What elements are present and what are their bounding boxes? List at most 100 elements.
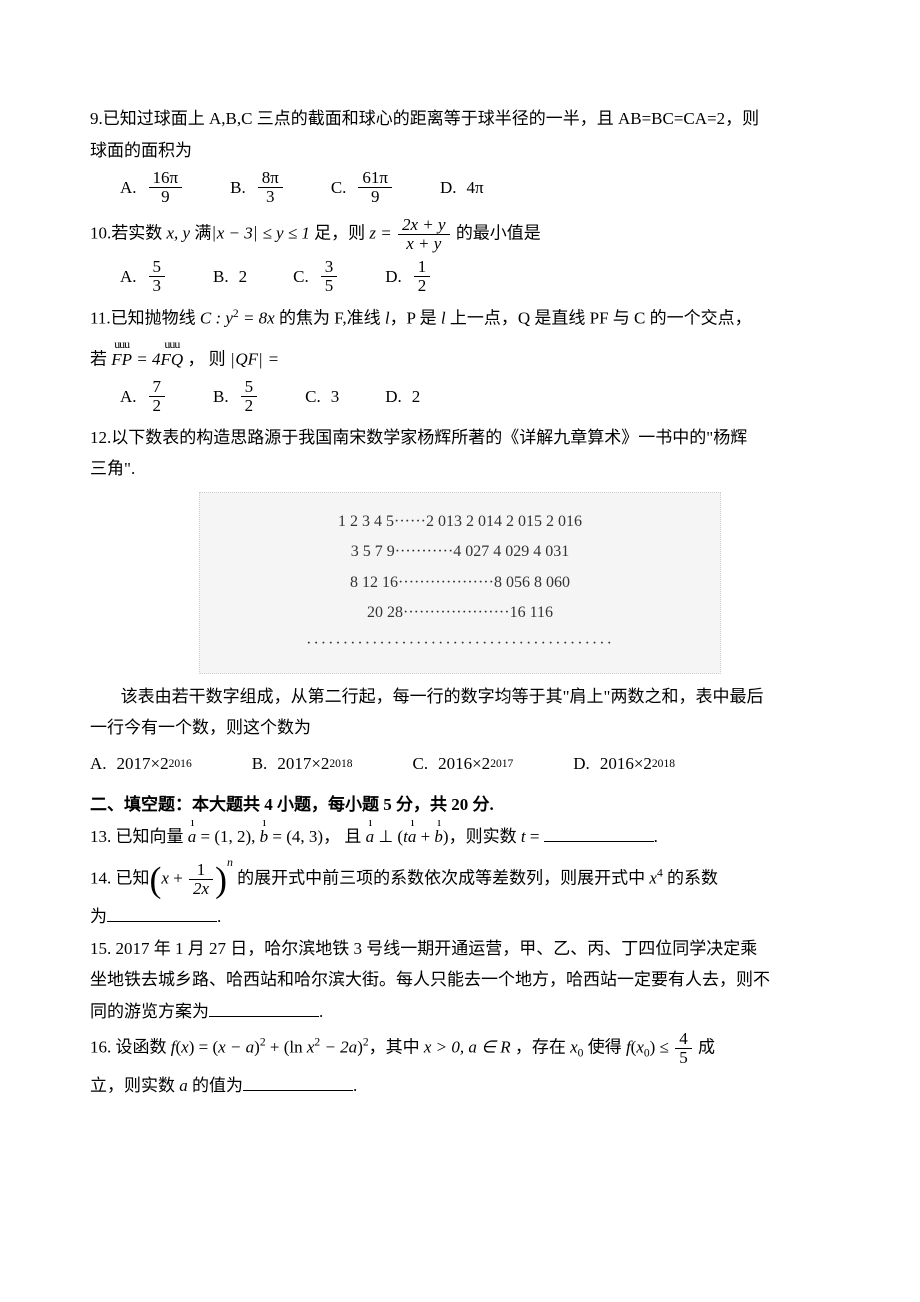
period: . — [353, 1076, 357, 1095]
q15-line2: 坐地铁去城乡路、哈西站和哈尔滨大街。每人只能去一个地方，哈西站一定要有人去，则不 — [90, 967, 830, 993]
text: 的值为 — [188, 1076, 243, 1095]
frac-num: 5 — [241, 378, 258, 397]
eq: = — [194, 1037, 212, 1056]
frac-den: x + y — [398, 235, 450, 253]
vector-b: ıb — [434, 824, 443, 850]
frac-num: 2x + y — [398, 216, 450, 235]
option-label: A. — [90, 751, 107, 777]
rparen-big: ) — [215, 860, 227, 900]
text: 为 — [90, 907, 107, 926]
x0: x — [636, 1037, 644, 1056]
vec-base: FQ — [161, 347, 184, 373]
blank-input[interactable] — [209, 1016, 319, 1017]
blank-input[interactable] — [544, 841, 654, 842]
option-label: B. — [213, 384, 229, 410]
option-label: A. — [120, 264, 137, 290]
text: ，存在 — [511, 1037, 571, 1056]
minus2a: − 2a — [320, 1037, 357, 1056]
vector-a: ıa — [408, 824, 417, 850]
table-row: 20 28····················16 116 — [210, 598, 710, 628]
frac-num: 16π — [149, 169, 183, 188]
eq8x: = 8x — [239, 309, 275, 328]
cond: x > 0, a ∈ R — [424, 1037, 511, 1056]
q11-opt-b: B. 5 2 — [213, 378, 259, 415]
eq: = — [526, 827, 544, 846]
q10-opt-b: B. 2 — [213, 264, 247, 290]
plus: + — [266, 1037, 284, 1056]
q10-options: A. 5 3 B. 2 C. 3 5 D. 1 2 — [90, 258, 830, 295]
option-label: C. — [293, 264, 309, 290]
option-label: A. — [120, 175, 137, 201]
q12-stem-line1: 12.以下数表的构造思路源于我国南宋数学家杨辉所著的《详解九章算术》一书中的"杨… — [90, 425, 830, 451]
frac-den: 9 — [149, 188, 183, 206]
option-label: A. — [120, 384, 137, 410]
base: 2016×2 — [600, 751, 652, 777]
option-label: B. — [213, 264, 229, 290]
option-label: D. — [440, 175, 457, 201]
section2-heading: 二、填空题：本大题共 4 小题，每小题 5 分，共 20 分. — [90, 792, 830, 818]
val: = (4, 3) — [268, 827, 323, 846]
option-value: 2 — [239, 264, 248, 290]
frac-num: 1 — [414, 258, 431, 277]
text: 若 — [90, 350, 111, 369]
frac-den: 5 — [321, 277, 338, 295]
q10-opt-a: A. 5 3 — [120, 258, 167, 295]
text: ， 且 — [323, 827, 366, 846]
text: 满 — [190, 223, 211, 242]
period: . — [654, 827, 658, 846]
exponent: 2016 — [169, 755, 192, 772]
text: ，其中 — [369, 1037, 424, 1056]
fraction: 2x + yx + y — [398, 216, 450, 253]
text: 成 — [694, 1037, 715, 1056]
exponent: 2018 — [652, 755, 675, 772]
base: 2017×2 — [277, 751, 329, 777]
blank-input[interactable] — [107, 921, 217, 922]
vector-fp: uuuFP — [111, 343, 132, 372]
exponent: 2017 — [490, 755, 513, 772]
q9-opt-b: B. 8π 3 — [230, 169, 285, 206]
exponent: 2018 — [329, 755, 352, 772]
frac-num: 5 — [149, 258, 166, 277]
var-x: x — [161, 869, 169, 888]
fraction: 61π 9 — [358, 169, 392, 206]
text: 11.已知抛物线 — [90, 309, 200, 328]
q9-options: A. 16π 9 B. 8π 3 C. 61π 9 D. 4π — [90, 169, 830, 206]
ln: ln — [289, 1037, 306, 1056]
q11-stem-line2: 若 uuuFP = 4uuuFQ ， 则 |QF| = — [90, 343, 830, 372]
option-label: C. — [331, 175, 347, 201]
q12-stem-line2: 三角". — [90, 456, 830, 482]
frac-den: 9 — [358, 188, 392, 206]
fraction: 16π 9 — [149, 169, 183, 206]
q9-opt-c: C. 61π 9 — [331, 169, 394, 206]
period: . — [319, 1002, 323, 1021]
text: 使得 — [583, 1037, 626, 1056]
ineq: ≤ y ≤ 1 — [258, 223, 310, 242]
base: 2017×2 — [117, 751, 169, 777]
blank-input[interactable] — [243, 1090, 353, 1091]
fraction: 8π 3 — [258, 169, 283, 206]
val: = (1, 2), — [196, 827, 259, 846]
exp-n: n — [227, 855, 233, 869]
fraction: 7 2 — [149, 378, 166, 415]
table-row: 1 2 3 4 5······2 013 2 014 2 015 2 016 — [210, 507, 710, 537]
q12-opt-c: C. 2016×22017 — [413, 751, 514, 777]
le: ≤ — [655, 1037, 673, 1056]
table-row: 3 5 7 9···········4 027 4 029 4 031 — [210, 537, 710, 567]
option-value: 4π — [467, 175, 484, 201]
frac-num: 61π — [358, 169, 392, 188]
x0: x — [570, 1037, 578, 1056]
frac-den: 3 — [258, 188, 283, 206]
q16-line2: 立，则实数 a 的值为. — [90, 1073, 830, 1099]
option-value: 2 — [412, 384, 421, 410]
option-label: C. — [305, 384, 321, 410]
fraction: 5 3 — [149, 258, 166, 295]
q11-options: A. 7 2 B. 5 2 C. 3 D. 2 — [90, 378, 830, 415]
frac-den: 2 — [149, 397, 166, 415]
q14-line1: 14. 已知(x + 12x)n 的展开式中前三项的系数依次成等差数列，则展开式… — [90, 861, 830, 898]
q15-line3: 同的游览方案为. — [90, 999, 830, 1025]
q10-opt-d: D. 1 2 — [385, 258, 432, 295]
text: 16. 设函数 — [90, 1037, 171, 1056]
frac-den: 2 — [414, 277, 431, 295]
abs-expr: x − 3 — [217, 223, 253, 242]
table-row: 8 12 16··················8 056 8 060 — [210, 568, 710, 598]
